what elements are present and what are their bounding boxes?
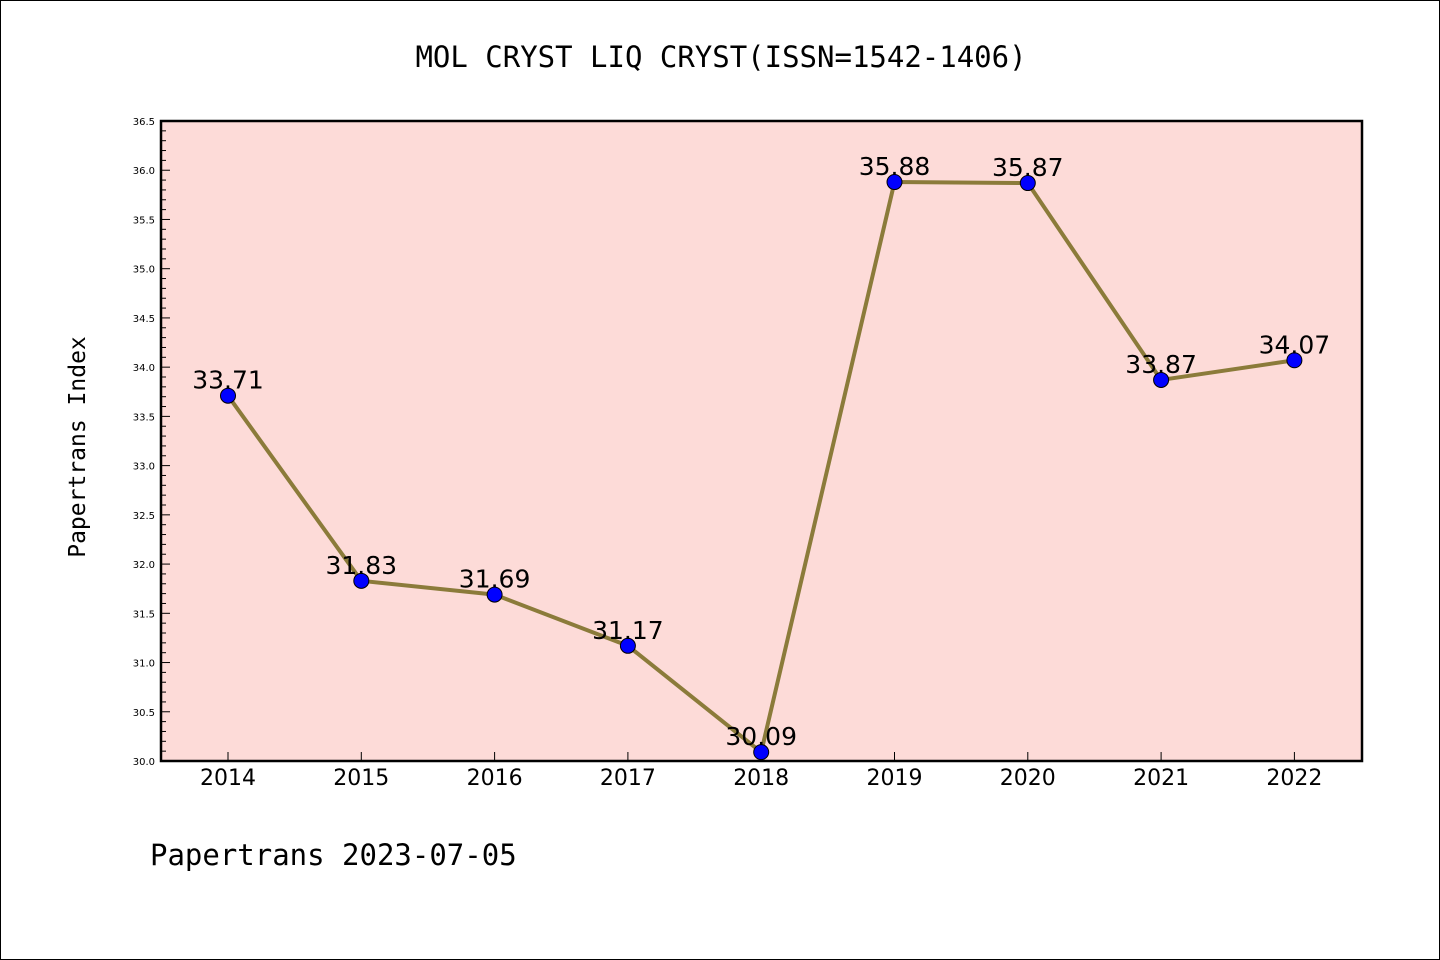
data-label: 31.17 xyxy=(592,616,664,645)
y-tick-label: 31.5 xyxy=(133,609,155,620)
data-label: 31.83 xyxy=(326,551,398,580)
x-tick-label: 2014 xyxy=(200,766,256,791)
y-tick-label: 30.0 xyxy=(133,757,155,768)
x-tick-label: 2018 xyxy=(733,766,789,791)
y-tick-label: 35.0 xyxy=(133,265,155,276)
data-label: 35.87 xyxy=(992,153,1064,182)
data-point xyxy=(220,387,236,404)
y-tick-label: 36.5 xyxy=(133,117,155,128)
data-points xyxy=(220,174,1303,761)
y-tick-label: 30.5 xyxy=(133,708,155,719)
data-point xyxy=(1019,175,1036,192)
y-axis-label: Papertrans Index xyxy=(65,336,91,558)
plot-area xyxy=(161,121,1362,761)
data-point xyxy=(619,637,636,654)
y-tick-label: 31.0 xyxy=(133,659,155,670)
y-tick-label: 34.5 xyxy=(133,314,155,325)
x-tick-label: 2015 xyxy=(333,766,389,791)
footer-text: Papertrans 2023-07-05 xyxy=(150,838,517,872)
y-tick-label: 33.0 xyxy=(133,462,155,473)
data-point xyxy=(353,572,370,589)
tick-labels: 30.0 30.5 31.0 31.5 32.0 32.5 33.0 33.5 34.0 34.5… xyxy=(133,117,1323,791)
data-label: 31.69 xyxy=(459,565,531,594)
data-labels: 33.71 31.83 31.69 31.17 30.09 35.88 35.87 33.87… xyxy=(192,152,1330,751)
x-tick-label: 2019 xyxy=(867,766,923,791)
data-label: 33.87 xyxy=(1125,350,1197,379)
y-tick-label: 32.5 xyxy=(133,511,155,522)
data-point xyxy=(1286,352,1303,369)
data-point xyxy=(486,586,503,603)
x-tick-label: 2017 xyxy=(600,766,656,791)
data-label: 30.09 xyxy=(725,722,797,751)
x-tick-label: 2021 xyxy=(1133,766,1189,791)
data-point xyxy=(1153,371,1170,388)
y-tick-label: 36.0 xyxy=(133,166,155,177)
chart-title: MOL CRYST LIQ CRYST(ISSN=1542-1406) xyxy=(415,40,1026,74)
data-point xyxy=(753,744,770,761)
y-tick-label: 33.5 xyxy=(133,412,155,423)
data-point xyxy=(886,174,903,191)
x-tick-label: 2016 xyxy=(467,766,523,791)
x-tick-label: 2020 xyxy=(1000,766,1056,791)
y-tick-label: 32.0 xyxy=(133,560,155,571)
plot-border xyxy=(159,119,1364,763)
x-tick-label: 2022 xyxy=(1266,766,1322,791)
data-label: 34.07 xyxy=(1259,330,1331,359)
data-label: 33.71 xyxy=(192,366,264,395)
y-tick-label: 35.5 xyxy=(133,215,155,226)
data-label: 35.88 xyxy=(859,152,931,181)
y-tick-label: 34.0 xyxy=(133,363,155,374)
